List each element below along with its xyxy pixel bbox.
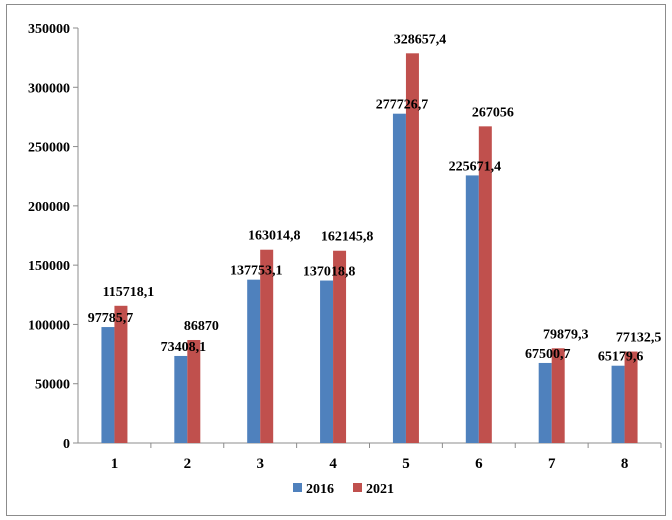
bar-2021-3 [260, 249, 274, 443]
x-category-label: 1 [111, 456, 119, 472]
data-label-2016-5: 277726,7 [376, 98, 429, 113]
data-label-2016-4: 137018,8 [303, 265, 356, 280]
y-tick-label: 0 [63, 437, 70, 452]
x-category-label: 4 [329, 456, 337, 472]
bar-2021-1 [114, 305, 128, 443]
data-label-2021-7: 79879,3 [543, 327, 589, 342]
x-category-label: 7 [548, 456, 556, 472]
bar-2021-6 [478, 126, 492, 443]
chart-frame: 0 50000 100000 150000 200000 250000 300000 3500… [6, 4, 666, 516]
x-category-label: 6 [475, 456, 483, 472]
data-label-2021-3: 163014,8 [248, 229, 301, 244]
y-tick-label: 300000 [28, 81, 70, 96]
bar-2016-8 [611, 365, 625, 443]
y-tick-label: 100000 [28, 318, 70, 333]
y-tick-label: 350000 [28, 22, 70, 37]
bar-2016-3 [247, 279, 261, 443]
bar-2016-4 [320, 280, 334, 443]
x-category-label: 3 [256, 456, 264, 472]
bar-2021-4 [333, 250, 347, 443]
data-label-2016-8: 65179,6 [598, 350, 644, 365]
data-label-2021-6: 267056 [472, 105, 514, 120]
data-label-2021-2: 86870 [184, 319, 219, 334]
legend-swatch-2021 [353, 483, 362, 492]
x-category-label: 8 [621, 456, 629, 472]
y-tick-label: 150000 [28, 259, 70, 274]
bar-2016-6 [465, 175, 479, 443]
bar-2016-5 [392, 113, 406, 443]
bar-2016-7 [538, 362, 552, 443]
data-label-2016-1: 97785,7 [88, 311, 134, 326]
legend-label-2021: 2021 [366, 482, 394, 497]
y-tick-label: 250000 [28, 141, 70, 156]
bar-2021-2 [187, 339, 201, 443]
y-tick-label: 50000 [35, 378, 70, 393]
data-label-2021-4: 162145,8 [321, 230, 374, 245]
data-label-2016-7: 67500,7 [525, 347, 571, 362]
data-label-2021-1: 115718,1 [103, 285, 155, 300]
bar-chart: 0 50000 100000 150000 200000 250000 300000 3500… [28, 22, 662, 497]
data-label-2016-3: 137753,1 [230, 264, 283, 279]
bar-2016-1 [101, 327, 115, 443]
y-tick-label: 200000 [28, 200, 70, 215]
bar-2021-7 [551, 348, 565, 443]
bar-2021-5 [405, 53, 419, 444]
x-category-label: 2 [184, 456, 192, 472]
bar-2021-8 [624, 351, 638, 443]
legend-swatch-2016 [293, 483, 302, 492]
data-label-2016-6: 225671,4 [449, 159, 502, 174]
data-label-2021-8: 77132,5 [616, 331, 662, 346]
legend-label-2016: 2016 [306, 482, 334, 497]
x-category-label: 5 [402, 456, 410, 472]
data-label-2021-5: 328657,4 [394, 32, 447, 47]
data-label-2016-2: 73408,1 [161, 340, 207, 355]
bar-2016-2 [174, 355, 188, 443]
